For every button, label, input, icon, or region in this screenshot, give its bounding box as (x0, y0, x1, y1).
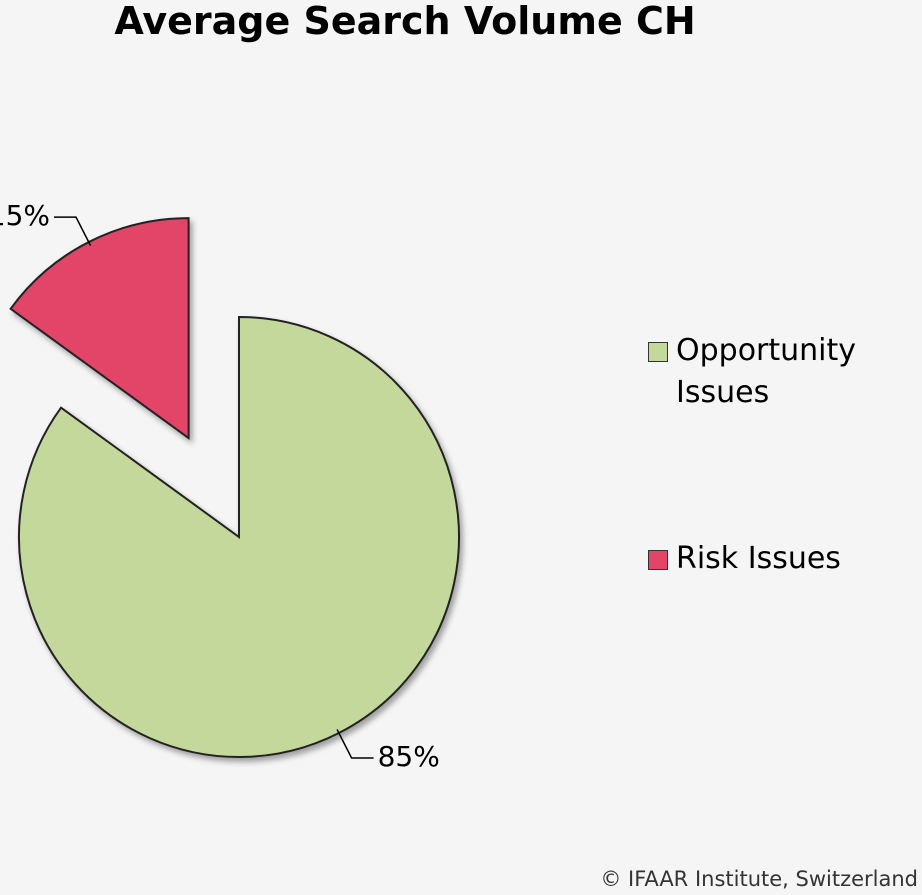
leader-line (336, 729, 374, 759)
legend-item: Risk Issues (648, 538, 896, 580)
legend-item: Opportunity Issues (648, 330, 896, 414)
value-label: 15% (0, 199, 50, 232)
chart-title: Average Search Volume CH (114, 0, 695, 43)
legend-label: Opportunity Issues (676, 333, 857, 410)
legend-swatch (648, 550, 668, 570)
leader-line (54, 216, 92, 246)
legend-swatch (648, 342, 668, 362)
value-label: 85% (378, 740, 440, 773)
legend-label: Risk Issues (676, 541, 841, 576)
pie-slice (9, 217, 190, 441)
source: © IFAAR Institute, Switzerland (600, 867, 918, 891)
pie-slice (18, 315, 460, 758)
